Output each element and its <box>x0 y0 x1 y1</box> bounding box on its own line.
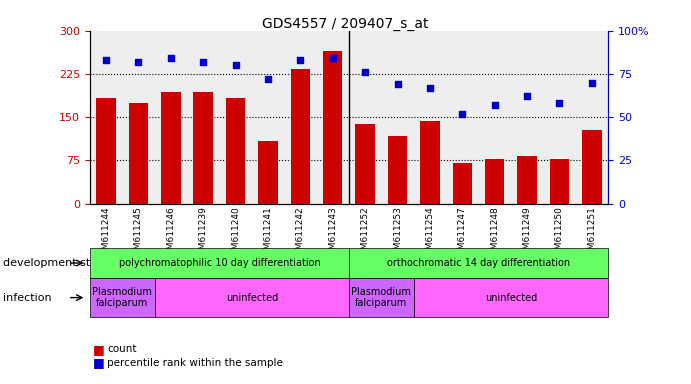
Point <box>554 100 565 106</box>
Text: percentile rank within the sample: percentile rank within the sample <box>107 358 283 368</box>
Text: count: count <box>107 344 137 354</box>
Point <box>100 57 111 63</box>
Bar <box>323 51 343 204</box>
Text: uninfected: uninfected <box>226 293 278 303</box>
Point <box>522 93 533 99</box>
Text: polychromatophilic 10 day differentiation: polychromatophilic 10 day differentiatio… <box>119 258 320 268</box>
Point <box>133 59 144 65</box>
Text: orthochromatic 14 day differentiation: orthochromatic 14 day differentiation <box>387 258 570 268</box>
Point <box>328 55 339 61</box>
Bar <box>453 163 472 204</box>
Bar <box>129 103 148 204</box>
Point <box>392 81 403 88</box>
Text: ■: ■ <box>93 356 105 369</box>
Bar <box>420 121 439 204</box>
Bar <box>161 92 180 204</box>
Point <box>424 84 435 91</box>
Bar <box>355 124 375 204</box>
Bar <box>485 159 504 204</box>
Text: Plasmodium
falciparum: Plasmodium falciparum <box>352 287 411 308</box>
Point <box>198 59 209 65</box>
Bar <box>193 92 213 204</box>
Point <box>489 102 500 108</box>
Bar <box>258 141 278 204</box>
Point <box>263 76 274 82</box>
Point <box>230 62 241 68</box>
Bar <box>226 98 245 204</box>
Bar <box>96 98 116 204</box>
Bar <box>550 159 569 204</box>
Text: development stage: development stage <box>3 258 111 268</box>
Bar <box>291 69 310 204</box>
Text: Plasmodium
falciparum: Plasmodium falciparum <box>93 287 152 308</box>
Bar <box>518 156 537 204</box>
Point <box>295 57 306 63</box>
Text: infection: infection <box>3 293 52 303</box>
Point <box>587 79 598 86</box>
Text: GDS4557 / 209407_s_at: GDS4557 / 209407_s_at <box>263 17 428 31</box>
Text: ■: ■ <box>93 343 105 356</box>
Point <box>165 55 176 61</box>
Point <box>359 69 370 75</box>
Point <box>457 111 468 117</box>
Text: uninfected: uninfected <box>485 293 537 303</box>
Bar <box>582 130 602 204</box>
Bar <box>388 136 407 204</box>
